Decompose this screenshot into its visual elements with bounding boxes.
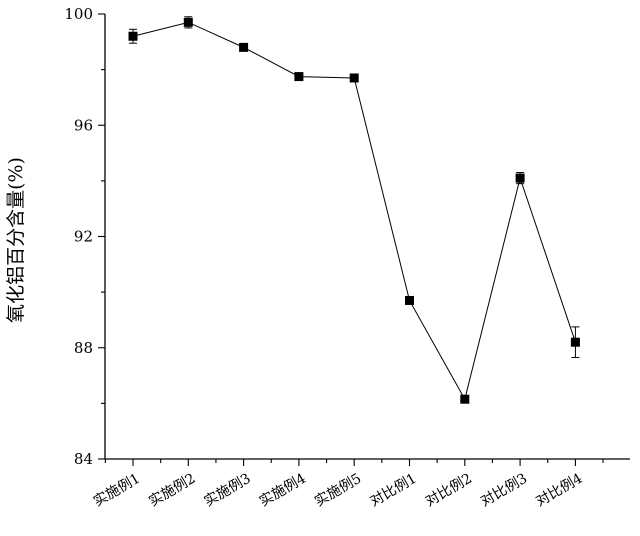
x-tick-label: 实施例1 <box>91 471 143 510</box>
y-tick-label: 100 <box>64 5 93 23</box>
data-series <box>128 16 580 404</box>
data-point <box>460 394 470 404</box>
data-point <box>515 173 525 183</box>
x-tick-label: 实施例2 <box>146 471 198 510</box>
x-tick-label: 对比例3 <box>478 471 530 510</box>
y-tick-label: 96 <box>74 116 93 134</box>
x-tick-label: 实施例4 <box>257 471 309 510</box>
x-tick-label: 对比例4 <box>533 471 585 510</box>
data-point <box>294 72 304 82</box>
data-point <box>405 295 414 305</box>
x-tick-label: 对比例2 <box>423 471 475 510</box>
y-tick-label: 88 <box>74 339 93 357</box>
y-tick-label: 92 <box>74 228 93 246</box>
axes <box>98 13 630 466</box>
data-point <box>183 17 193 27</box>
data-point <box>570 337 580 347</box>
y-axis-title: 氧化铝百分含量(%) <box>5 157 27 323</box>
x-tick-label: 对比例1 <box>367 471 419 510</box>
x-tick-label: 实施例3 <box>202 471 254 510</box>
y-tick-label: 84 <box>74 450 93 468</box>
data-point <box>128 31 138 41</box>
data-point <box>239 42 249 52</box>
x-tick-label: 实施例5 <box>312 471 364 510</box>
data-point <box>349 73 359 83</box>
